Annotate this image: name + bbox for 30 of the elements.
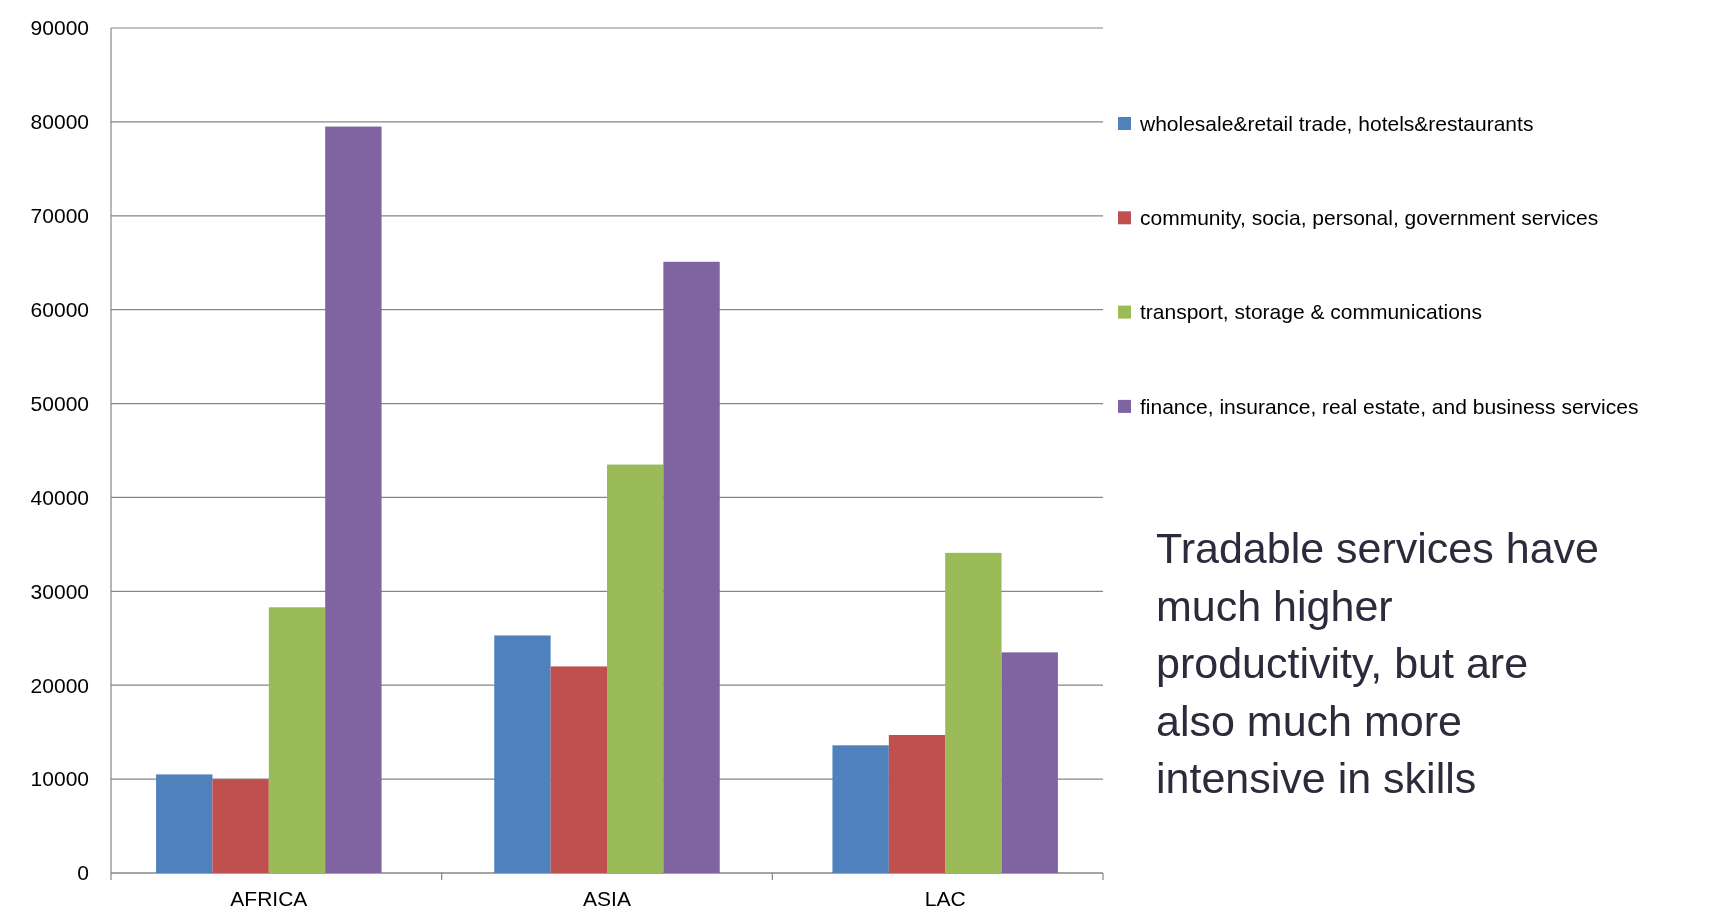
legend-label: wholesale&retail trade, hotels&restaurants	[1139, 111, 1534, 135]
bar	[156, 774, 213, 873]
bar	[325, 126, 382, 873]
bar	[945, 552, 1002, 873]
bar	[888, 734, 946, 873]
bar	[1001, 652, 1058, 873]
text: Tradable services have much higher productivity, but are also much more intensive in skills	[1156, 524, 1599, 802]
x-tick-label: AFRICA	[230, 887, 308, 910]
y-tick-label: 80000	[30, 110, 89, 134]
y-tick-label: 0	[77, 861, 89, 885]
bar	[494, 635, 551, 873]
legend-label: community, socia, personal, government services	[1140, 206, 1599, 230]
y-tick-label: 50000	[30, 391, 89, 415]
y-tick-label: 60000	[30, 298, 89, 322]
bar	[832, 745, 889, 873]
bar	[663, 261, 720, 873]
legend-label: transport, storage & communications	[1140, 300, 1482, 324]
y-tick-label: 70000	[30, 204, 89, 228]
y-tick-label: 40000	[30, 485, 89, 509]
bar	[268, 607, 326, 873]
x-tick-label: LAC	[924, 887, 966, 910]
legend-label: finance, insurance, real estate, and business services	[1140, 394, 1639, 418]
y-tick-label: 90000	[30, 16, 89, 40]
y-tick-label: 20000	[30, 673, 89, 697]
x-tick-label: ASIA	[583, 887, 631, 910]
bar	[607, 464, 664, 873]
y-tick-label: 30000	[30, 579, 89, 603]
bar	[212, 779, 269, 873]
bar	[550, 666, 607, 873]
y-tick-label: 10000	[30, 767, 89, 791]
